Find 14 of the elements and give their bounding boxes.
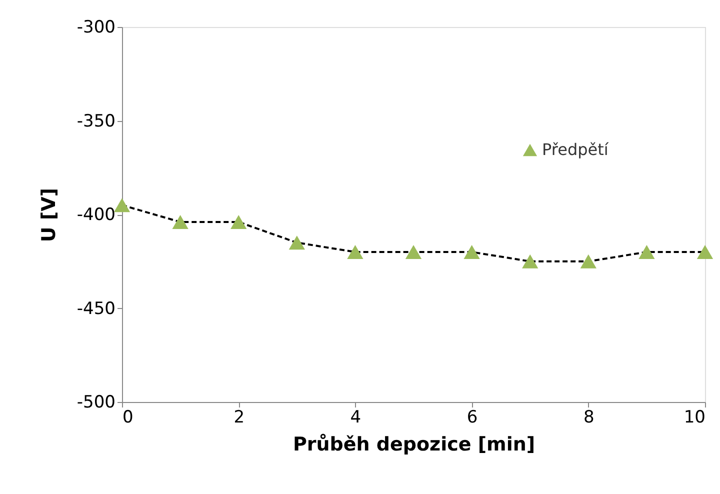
x-tick-label: 2: [234, 408, 245, 428]
x-tick-label: 4: [350, 408, 362, 428]
y-axis-title: U [V]: [38, 188, 60, 242]
y-tick-label: -300: [76, 18, 116, 38]
x-tick-label: 6: [466, 408, 478, 428]
x-tick-label: 8: [583, 408, 594, 428]
x-tick-label: 0: [122, 408, 134, 428]
y-tick-label: -400: [76, 205, 116, 225]
legend-label: Předpětí: [542, 140, 609, 159]
y-tick-label: -450: [76, 298, 116, 319]
y-tick-label: -500: [76, 392, 116, 412]
x-axis-title: Průběh depozice [min]: [292, 434, 536, 456]
x-tick-label: 10: [684, 408, 706, 428]
y-tick-label: -350: [76, 111, 116, 132]
